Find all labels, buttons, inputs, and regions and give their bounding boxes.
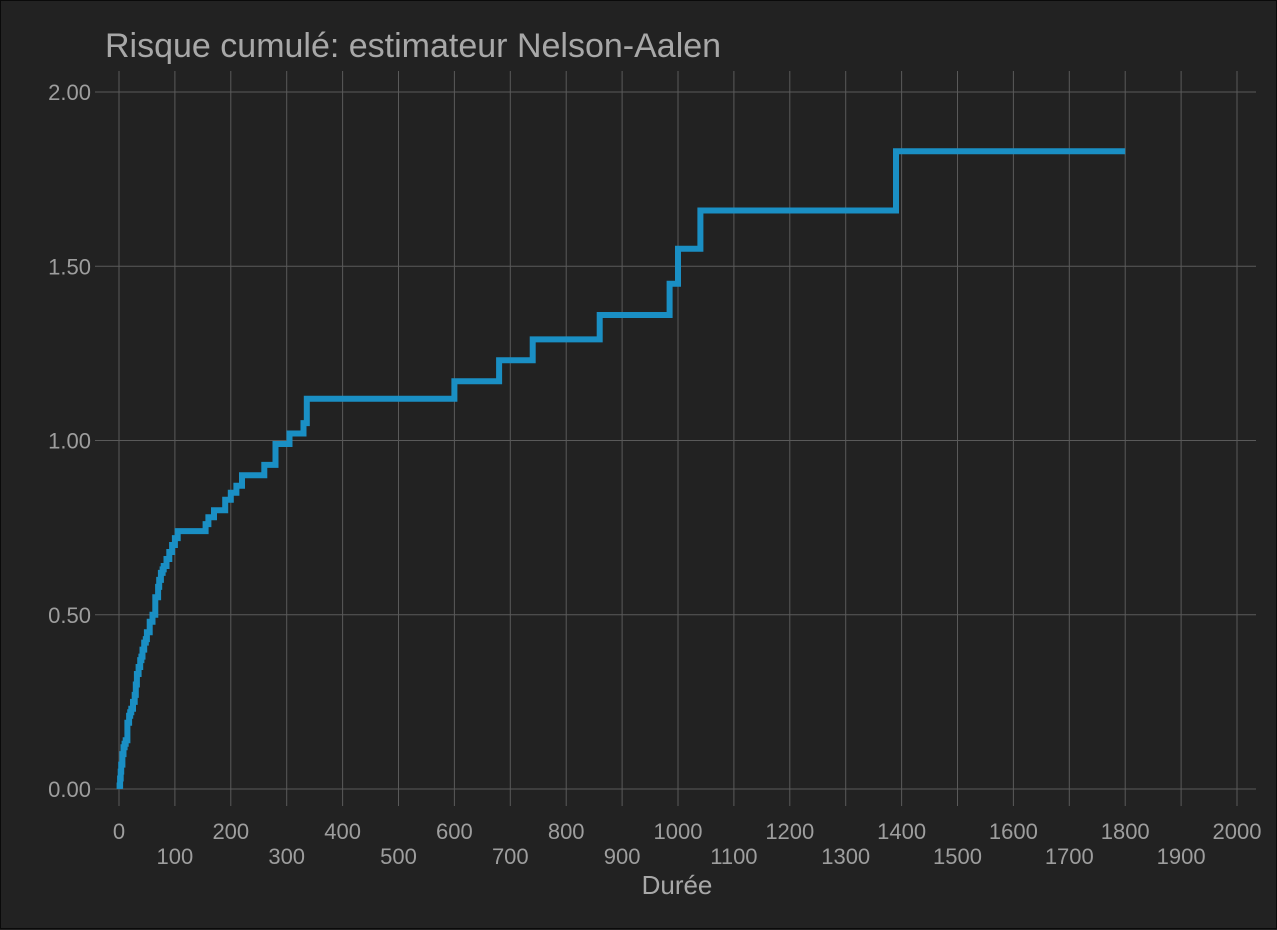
- x-tick-label-upper: 400: [324, 819, 361, 844]
- x-tick-label-upper: 1400: [877, 819, 926, 844]
- x-tick-label-upper: 2000: [1213, 819, 1262, 844]
- x-tick-label-lower: 900: [604, 844, 641, 869]
- y-tick-label: 0.50: [48, 603, 91, 628]
- x-tick-label-lower: 700: [492, 844, 529, 869]
- x-tick-label-lower: 1500: [933, 844, 982, 869]
- y-tick-label: 0.00: [48, 777, 91, 802]
- x-tick-label-upper: 1600: [989, 819, 1038, 844]
- x-tick-labels: 0 200 400 600 800 1000 1200 1400 1600 1800 2000 100…: [113, 819, 1262, 869]
- x-tick-label-lower: 1100: [710, 844, 757, 869]
- grid-lines: [95, 71, 1256, 806]
- y-tick-label: 2.00: [48, 80, 91, 105]
- y-tick-label: 1.50: [48, 254, 91, 279]
- x-tick-label-lower: 300: [268, 844, 305, 869]
- x-tick-label-upper: 1000: [654, 819, 703, 844]
- x-axis-label: Durée: [642, 870, 713, 900]
- x-tick-label-lower: 100: [157, 844, 194, 869]
- x-tick-label-lower: 1300: [821, 844, 870, 869]
- chart-title: Risque cumulé: estimateur Nelson-Aalen: [105, 27, 721, 65]
- x-tick-label-upper: 600: [436, 819, 473, 844]
- y-tick-label: 1.00: [48, 429, 91, 454]
- series-layer: [116, 148, 1126, 789]
- x-tick-label-upper: 1800: [1101, 819, 1150, 844]
- x-tick-label-lower: 1700: [1045, 844, 1094, 869]
- nelson-aalen-step-line: [116, 148, 1126, 789]
- x-tick-label-upper: 0: [113, 819, 125, 844]
- x-tick-label-upper: 800: [548, 819, 585, 844]
- x-tick-label-upper: 200: [212, 819, 249, 844]
- x-tick-label-upper: 1200: [765, 819, 814, 844]
- x-tick-label-lower: 500: [380, 844, 417, 869]
- x-tick-label-lower: 1900: [1157, 844, 1206, 869]
- y-tick-labels: 0.00 0.50 1.00 1.50 2.00: [48, 80, 91, 802]
